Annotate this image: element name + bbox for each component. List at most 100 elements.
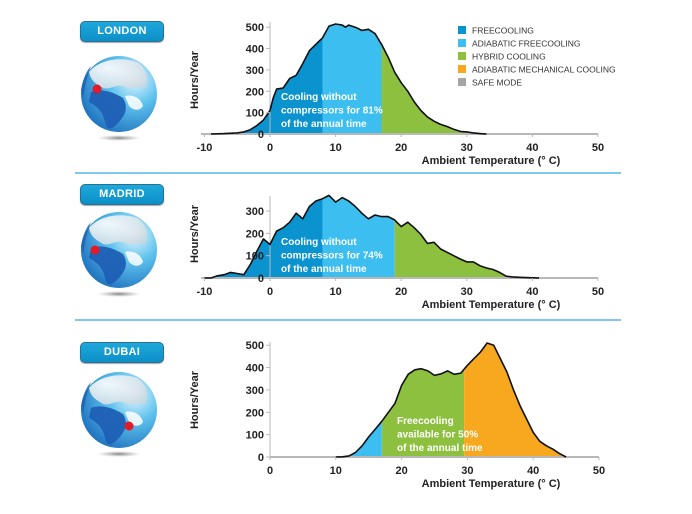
legend-label: HYBRID COOLING bbox=[472, 52, 546, 62]
distribution-curve bbox=[335, 342, 567, 458]
location-marker-icon bbox=[92, 84, 102, 94]
legend-swatch bbox=[458, 39, 466, 47]
y-axis-title: Hours/Year bbox=[189, 204, 201, 263]
annotation-text: compressors for 74% bbox=[281, 251, 383, 262]
continent-shape bbox=[89, 375, 147, 405]
legend-label: FREECOOLING bbox=[472, 26, 534, 36]
y-tick-label: 300 bbox=[246, 385, 264, 397]
y-tick-label: 200 bbox=[246, 86, 264, 98]
y-axis-title: Hours/Year bbox=[189, 370, 201, 429]
continent-shape bbox=[89, 90, 126, 129]
distribution-curve bbox=[204, 194, 540, 279]
globe-icon bbox=[81, 372, 157, 457]
y-tick-label: 300 bbox=[246, 65, 264, 77]
x-tick-label: 30 bbox=[461, 465, 473, 477]
legend-label: ADIABATIC MECHANICAL COOLING bbox=[472, 65, 616, 75]
globe-shadow bbox=[97, 451, 141, 457]
continent-shape bbox=[81, 66, 91, 98]
x-tick-label: 10 bbox=[329, 142, 341, 154]
x-tick-label: 20 bbox=[395, 465, 407, 477]
annotation-text: compressors for 81% bbox=[281, 106, 383, 117]
y-tick-label: 100 bbox=[246, 108, 264, 120]
y-tick-label: 300 bbox=[246, 206, 264, 218]
legend-label: SAFE MODE bbox=[472, 78, 522, 88]
y-tick-label: 0 bbox=[258, 129, 264, 141]
section-divider bbox=[75, 319, 621, 321]
zone-hybrid bbox=[381, 24, 487, 134]
x-tick-label: -10 bbox=[196, 286, 212, 298]
x-tick-label: 50 bbox=[592, 286, 604, 298]
continent-shape bbox=[125, 95, 143, 110]
y-tick-label: 400 bbox=[246, 363, 264, 375]
city-badge-dubai: DUBAI bbox=[80, 342, 164, 363]
y-axis-title: Hours/Year bbox=[189, 50, 201, 109]
annotation-text: Cooling without bbox=[281, 92, 357, 103]
zone-adiabatic-mechanical bbox=[506, 195, 539, 278]
continent-shape bbox=[125, 251, 143, 266]
distribution-curve bbox=[210, 23, 487, 135]
zone-adiabatic-mechanical bbox=[464, 343, 567, 457]
y-tick-label: 0 bbox=[258, 273, 264, 285]
y-tick-label: 500 bbox=[246, 22, 264, 34]
legend-label: ADIABATIC FREECOOLING bbox=[472, 39, 580, 49]
globe-shadow bbox=[97, 291, 141, 297]
legend-swatch bbox=[458, 78, 466, 86]
continent-shape bbox=[89, 406, 126, 445]
y-tick-label: 400 bbox=[246, 44, 264, 56]
location-marker-icon bbox=[90, 245, 100, 255]
x-tick-label: -10 bbox=[196, 142, 212, 154]
x-tick-label: 40 bbox=[526, 286, 538, 298]
x-tick-label: 40 bbox=[527, 465, 539, 477]
annotation-text: of the annual time bbox=[397, 443, 483, 454]
x-tick-label: 50 bbox=[593, 465, 605, 477]
zone-hybrid bbox=[394, 195, 507, 278]
annotation-text: available for 50% bbox=[397, 430, 478, 441]
annotation-text: of the annual time bbox=[281, 119, 367, 130]
annotation-text: Cooling without bbox=[281, 237, 357, 248]
y-tick-label: 500 bbox=[246, 340, 264, 352]
x-axis-title: Ambient Temperature (° C) bbox=[422, 155, 561, 167]
x-tick-label: 40 bbox=[526, 142, 538, 154]
legend-swatch bbox=[458, 52, 466, 60]
city-badge-london: LONDON bbox=[80, 21, 164, 42]
x-tick-label: 20 bbox=[395, 142, 407, 154]
x-tick-label: 20 bbox=[395, 286, 407, 298]
zone-adiabatic-freecooling bbox=[335, 343, 382, 457]
y-tick-label: 0 bbox=[258, 452, 264, 464]
y-tick-label: 100 bbox=[246, 430, 264, 442]
section-divider bbox=[75, 172, 621, 174]
annotation-text: of the annual time bbox=[281, 264, 367, 275]
x-axis-title: Ambient Temperature (° C) bbox=[422, 478, 561, 490]
continent-shape bbox=[89, 59, 147, 89]
y-tick-label: 100 bbox=[246, 251, 264, 263]
y-tick-label: 200 bbox=[246, 228, 264, 240]
x-tick-label: 30 bbox=[461, 286, 473, 298]
zone-adiabatic-freecooling bbox=[322, 195, 395, 278]
globe-icon bbox=[81, 212, 157, 297]
chart-madrid: -10 0 10 20 30 40 50 0 100 200 300 Ambient Temperat… bbox=[189, 194, 604, 311]
x-tick-label: 10 bbox=[330, 465, 342, 477]
continent-shape bbox=[81, 382, 91, 414]
globe-icon bbox=[81, 56, 157, 141]
annotation-text: Freecooling bbox=[397, 416, 454, 427]
zone-adiabatic-freecooling bbox=[322, 24, 382, 134]
continent-shape bbox=[89, 246, 126, 285]
x-tick-label: 50 bbox=[592, 142, 604, 154]
continent-shape bbox=[89, 215, 147, 245]
x-tick-label: 0 bbox=[267, 286, 273, 298]
city-badge-madrid: MADRID bbox=[80, 184, 164, 205]
x-tick-label: 0 bbox=[267, 465, 273, 477]
legend: FREECOOLING ADIABATIC FREECOOLING HYBRID C… bbox=[458, 26, 616, 88]
x-axis-title: Ambient Temperature (° C) bbox=[422, 299, 561, 311]
zone-freecooling bbox=[204, 195, 323, 278]
continent-shape bbox=[81, 222, 91, 254]
x-tick-label: 0 bbox=[267, 142, 273, 154]
x-tick-label: 30 bbox=[461, 142, 473, 154]
legend-swatch bbox=[458, 65, 466, 73]
y-tick-label: 200 bbox=[246, 407, 264, 419]
x-tick-label: 10 bbox=[329, 286, 341, 298]
